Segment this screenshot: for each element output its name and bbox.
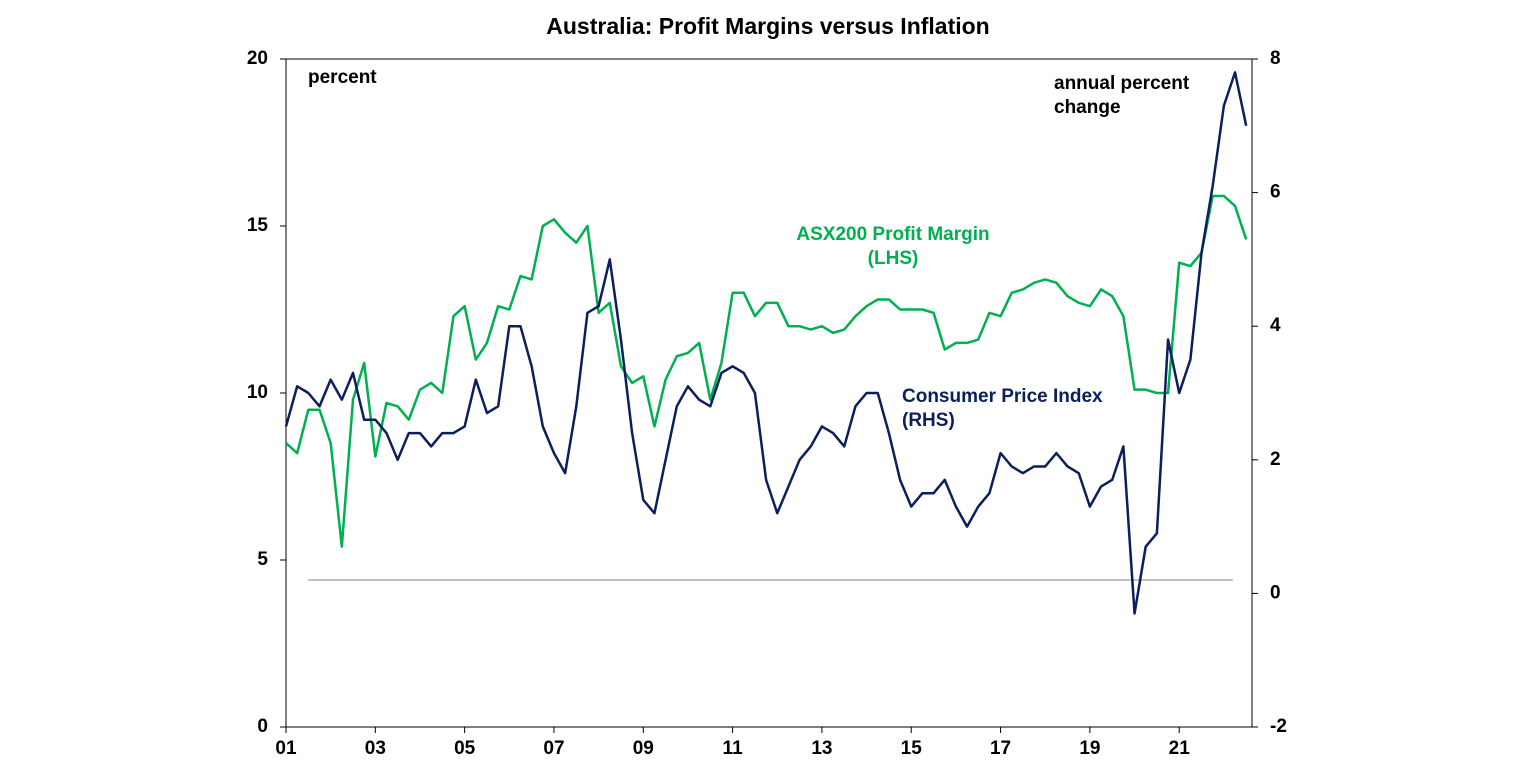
y2-tick-label: 6 bbox=[1270, 182, 1281, 203]
x-tick-label: 03 bbox=[365, 738, 386, 759]
series-line bbox=[284, 71, 1248, 615]
x-tick-label: 09 bbox=[633, 738, 654, 759]
x-tick-label: 07 bbox=[543, 738, 564, 759]
y-tick-label: 5 bbox=[257, 549, 268, 570]
x-tick-label: 19 bbox=[1079, 738, 1100, 759]
x-tick-label: 11 bbox=[723, 738, 744, 759]
y2-tick-label: 4 bbox=[1270, 315, 1281, 336]
series-line bbox=[285, 194, 1248, 548]
y2-tick-label: 8 bbox=[1270, 48, 1281, 69]
y-tick-label: 0 bbox=[257, 716, 268, 737]
x-tick-label: 05 bbox=[454, 738, 476, 759]
x-tick-label: 17 bbox=[990, 738, 1011, 759]
chart-title: Australia: Profit Margins versus Inflati… bbox=[546, 13, 989, 39]
series-label: ASX200 Profit Margin (LHS) bbox=[796, 224, 990, 269]
annotation: annual percent change bbox=[1054, 73, 1190, 118]
annotation: percent bbox=[308, 67, 377, 88]
y-tick-label: 20 bbox=[247, 48, 268, 69]
x-tick-label: 13 bbox=[811, 738, 832, 759]
x-tick-label: 15 bbox=[901, 738, 923, 759]
y2-tick-label: 0 bbox=[1270, 582, 1281, 603]
y-tick-label: 15 bbox=[247, 215, 269, 236]
series-label: Consumer Price Index (RHS) bbox=[902, 386, 1103, 431]
x-tick-label: 01 bbox=[275, 738, 297, 759]
y2-tick-label: -2 bbox=[1270, 716, 1287, 737]
y-tick-label: 10 bbox=[247, 382, 268, 403]
y2-tick-label: 2 bbox=[1270, 449, 1281, 470]
x-tick-label: 21 bbox=[1169, 738, 1191, 759]
